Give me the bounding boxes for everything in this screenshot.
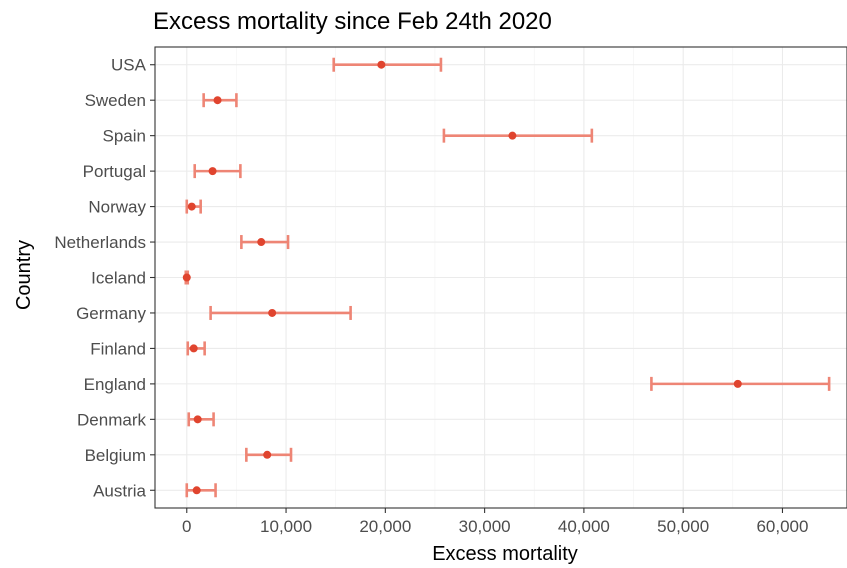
y-tick-label-belgium: Belgium	[85, 446, 146, 465]
errorbar-germany	[209, 305, 352, 320]
x-tick-label: 10,000	[260, 517, 312, 536]
data-point-netherlands	[257, 238, 266, 247]
x-tick-label: 30,000	[459, 517, 511, 536]
x-axis-title: Excess mortality	[432, 543, 578, 565]
x-tick-label: 50,000	[657, 517, 709, 536]
y-tick-label-finland: Finland	[90, 339, 146, 358]
data-point-portugal	[208, 167, 217, 176]
errorbar-austria	[185, 483, 217, 498]
errorbar-portugal	[193, 164, 242, 179]
y-tick-label-netherlands: Netherlands	[54, 233, 146, 252]
y-tick-label-iceland: Iceland	[91, 269, 146, 288]
data-point-germany	[268, 308, 277, 317]
data-point-england	[733, 379, 742, 388]
y-tick-label-germany: Germany	[76, 304, 146, 323]
y-axis-title: Country	[13, 240, 35, 310]
errorbar-spain	[442, 128, 594, 143]
y-tick-label-portugal: Portugal	[83, 162, 146, 181]
data-point-austria	[192, 486, 201, 495]
data-point-finland	[189, 344, 198, 353]
y-tick-label-england: England	[84, 375, 146, 394]
data-point-norway	[187, 202, 196, 211]
data-point-sweden	[213, 96, 222, 105]
data-point-belgium	[263, 450, 272, 459]
chart-title: Excess mortality since Feb 24th 2020	[153, 8, 552, 35]
y-tick-label-spain: Spain	[103, 127, 146, 146]
data-point-denmark	[193, 415, 202, 424]
y-tick-label-sweden: Sweden	[85, 91, 146, 110]
y-tick-label-austria: Austria	[93, 481, 146, 500]
x-tick-label: 20,000	[359, 517, 411, 536]
plot-panel	[154, 46, 847, 509]
y-tick-label-denmark: Denmark	[77, 410, 146, 429]
x-tick-label: 40,000	[558, 517, 610, 536]
x-tick-label: 0	[182, 517, 191, 536]
data-point-usa	[377, 60, 386, 69]
errorbar-usa	[332, 57, 443, 72]
x-tick-label: 60,000	[756, 517, 808, 536]
data-point-iceland	[182, 273, 191, 282]
y-tick-label-usa: USA	[111, 56, 147, 75]
data-point-spain	[508, 131, 517, 140]
y-tick-label-norway: Norway	[88, 198, 146, 217]
